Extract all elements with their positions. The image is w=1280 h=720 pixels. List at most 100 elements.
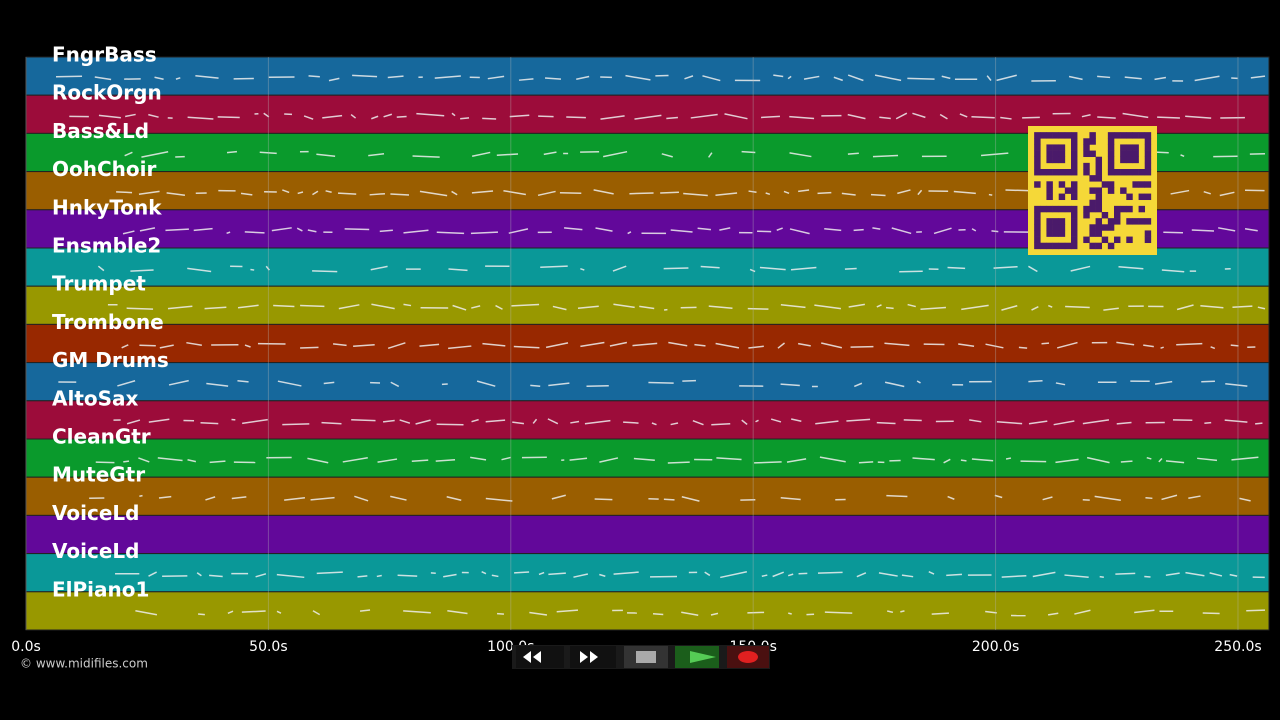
note	[1165, 460, 1185, 464]
note	[543, 151, 557, 156]
note	[789, 115, 815, 120]
qr-cell	[1046, 144, 1053, 151]
note	[435, 458, 456, 462]
note	[451, 112, 456, 117]
credit: © www.midifiles.com	[20, 657, 148, 671]
rewind-button[interactable]	[516, 646, 564, 668]
note	[241, 610, 266, 613]
note	[548, 572, 566, 576]
qr-cell	[1046, 187, 1053, 194]
qr-cell	[1034, 156, 1041, 164]
qr-cell	[1083, 236, 1090, 244]
note	[231, 496, 247, 500]
note	[1056, 341, 1078, 349]
qr-cell	[1083, 169, 1090, 176]
record-button[interactable]	[727, 646, 769, 668]
note	[1122, 112, 1149, 119]
note	[403, 610, 431, 614]
note	[1086, 456, 1110, 464]
note	[961, 304, 989, 311]
qr-cell	[1058, 230, 1066, 237]
qr-cell	[1126, 193, 1133, 201]
qr-cell	[1132, 169, 1139, 176]
note	[1042, 496, 1053, 501]
note	[148, 571, 157, 577]
qr-cell	[1046, 205, 1053, 213]
note	[371, 115, 379, 120]
note	[387, 75, 404, 79]
qr-cell	[1144, 162, 1152, 170]
note	[570, 420, 580, 424]
note	[139, 344, 156, 347]
note	[715, 192, 738, 196]
note	[988, 193, 993, 196]
qr-cell	[1101, 212, 1109, 219]
note	[776, 227, 783, 231]
tick-label: 250.0s	[1214, 639, 1261, 655]
note	[187, 116, 214, 120]
qr-cell	[1126, 169, 1133, 176]
qr-cell	[1046, 156, 1053, 164]
note	[508, 228, 529, 234]
play-button[interactable]	[675, 646, 719, 668]
note	[451, 190, 458, 196]
note	[577, 305, 599, 309]
qr-cell	[1058, 169, 1066, 176]
qr-cell	[1034, 230, 1041, 237]
note	[690, 113, 718, 119]
note	[371, 303, 395, 310]
qr-cell	[1132, 132, 1139, 139]
qr-cell	[1046, 242, 1053, 250]
note	[824, 611, 853, 614]
note	[544, 77, 562, 80]
track-name: CleanGtr	[52, 425, 151, 449]
note	[1224, 419, 1248, 423]
note	[370, 265, 388, 271]
note	[683, 192, 708, 197]
note	[770, 418, 782, 423]
qr-cell	[1040, 205, 1047, 213]
note	[1028, 380, 1043, 383]
note	[632, 342, 658, 347]
note	[1244, 228, 1258, 232]
note	[1176, 342, 1203, 346]
note	[639, 305, 655, 310]
note	[187, 458, 197, 463]
note	[447, 609, 468, 615]
note	[946, 573, 963, 577]
note	[958, 343, 975, 348]
note	[1028, 420, 1048, 425]
qr-cell	[1138, 193, 1146, 201]
note	[748, 345, 764, 349]
qr-cell	[1071, 138, 1078, 145]
qr-cell	[1095, 218, 1103, 225]
note	[874, 74, 902, 82]
note	[1157, 116, 1180, 119]
note	[310, 496, 335, 501]
qr-cell	[1144, 156, 1152, 164]
note	[532, 418, 538, 424]
note	[470, 231, 499, 235]
note	[681, 611, 699, 617]
note	[1041, 342, 1050, 345]
note	[244, 231, 265, 234]
note	[1255, 422, 1263, 425]
note	[1250, 75, 1266, 79]
note	[1185, 115, 1212, 119]
tick-label: 200.0s	[972, 639, 1019, 655]
qr-cell	[1034, 132, 1041, 139]
track-row	[25, 476, 1270, 516]
stop-button[interactable]	[624, 646, 668, 668]
qr-cell	[1114, 218, 1121, 225]
qr-cell	[1071, 187, 1078, 194]
note	[460, 117, 470, 120]
note	[282, 189, 290, 194]
track-name: ElPiano1	[52, 577, 149, 601]
forward-button[interactable]	[570, 646, 616, 668]
note	[1047, 612, 1059, 616]
qr-cell	[1089, 138, 1096, 145]
note	[419, 343, 440, 347]
note	[960, 459, 967, 462]
note	[1232, 305, 1253, 308]
note	[710, 612, 719, 616]
